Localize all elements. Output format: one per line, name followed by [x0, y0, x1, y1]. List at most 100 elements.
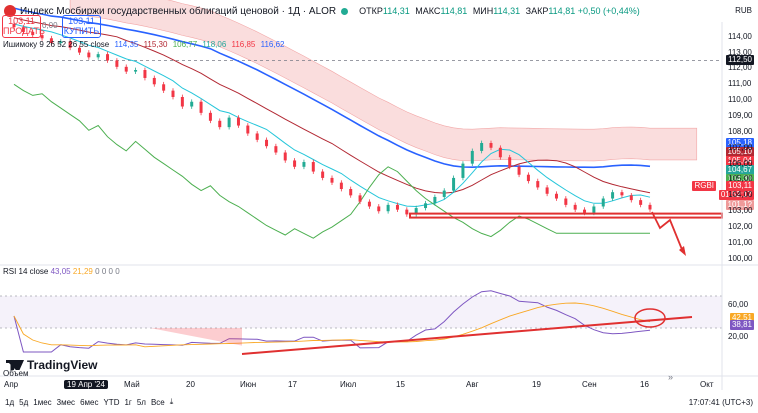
ohlc-close-label: ЗАКР [525, 6, 549, 16]
y-tick-label: 113,00 [728, 47, 752, 57]
ichimoku-value: 114,35 [114, 40, 139, 49]
ichimoku-value: 118,06 [202, 40, 227, 49]
price-tag: 105,18 [725, 138, 754, 148]
candle [265, 139, 269, 147]
y-tick-label: 103,00 [728, 206, 753, 216]
rsi-value: 0 [101, 267, 107, 276]
timeframe-1y[interactable]: 1г [124, 397, 132, 407]
candle [311, 162, 315, 172]
y-tick-label: 114,00 [728, 31, 752, 41]
rsi-legend[interactable]: RSI 14 close 43,05 21,29 0 0 0 0 [3, 267, 120, 276]
candle [442, 190, 446, 197]
timeframe-1m[interactable]: 1мес [33, 397, 52, 407]
price-tag: 105,10 [725, 147, 754, 157]
timeframe-1d[interactable]: 1д [5, 397, 15, 407]
candle [470, 150, 474, 164]
y-tick-label: 100,00 [728, 253, 753, 263]
candle [554, 193, 558, 199]
y-tick-label: 112,00 [728, 63, 752, 73]
price-tag: 112,50 [726, 55, 754, 66]
candle [68, 41, 72, 48]
market-status-icon [341, 7, 349, 15]
candle [517, 166, 521, 175]
price-tag: 104,67 [725, 165, 754, 175]
y-tick-label: 109,00 [728, 111, 753, 121]
timeframe-3m[interactable]: 3мес [56, 397, 76, 407]
currency-label[interactable]: RUB [735, 6, 752, 15]
y-tick-label: 106,00 [728, 158, 753, 168]
slow-ma-line [13, 7, 651, 169]
price-tag: 101,1? [725, 200, 754, 210]
rsi-band [0, 296, 722, 328]
candle [536, 181, 540, 188]
candle [395, 204, 399, 210]
candle [592, 206, 596, 213]
candle [611, 192, 615, 199]
buy-button[interactable]: 103,11 КУПИТЬ [62, 15, 101, 38]
ohlc-high-label: МАКС [415, 6, 441, 16]
x-tick-label: Июл [340, 380, 357, 389]
candle [49, 38, 53, 44]
candle [489, 143, 493, 148]
candle [21, 27, 25, 32]
timeframe-ytd[interactable]: YTD [103, 397, 120, 407]
y-tick-label: 107,00 [728, 142, 753, 152]
symbol-title[interactable]: Индекс Мосбиржи государственных облигаци… [20, 5, 337, 17]
candle [208, 112, 212, 121]
candle [405, 209, 409, 215]
tradingview-logo-text: TradingView [27, 358, 98, 372]
clock[interactable]: 17:07:41 (UTC+3) [688, 397, 753, 407]
x-tick-label: 19 [532, 380, 541, 389]
x-tick-label: 16 [640, 380, 649, 389]
price-tag: RGBI [692, 181, 716, 191]
candle [573, 204, 577, 210]
x-tick-label: 17 [288, 380, 297, 389]
ichimoku-legend[interactable]: Ишимоку 9 26 52 26 55 close 114,35 115,3… [3, 40, 287, 49]
tradingview-logo: TradingView [6, 358, 97, 372]
rsi-value: 0 [95, 267, 100, 276]
candle [227, 117, 231, 128]
rsi-circle [634, 308, 666, 328]
ichimoku-name: Ишимоку 9 26 52 26 55 close [3, 40, 110, 49]
y-tick-label: 101,00 [728, 237, 753, 247]
timeframe-5d[interactable]: 5д [19, 397, 29, 407]
y-tick-label: 102,00 [728, 222, 753, 232]
volume-label: Объем [3, 369, 29, 378]
scroll-right-icon[interactable]: » [668, 372, 674, 382]
candle [246, 125, 250, 134]
down-arrow-head [679, 246, 686, 256]
kijun-line [13, 17, 651, 194]
candle [629, 195, 633, 201]
candle [424, 203, 428, 209]
tradingview-logo-icon [6, 360, 24, 370]
candle [583, 209, 587, 213]
y-tick-label: 108,00 [728, 126, 753, 136]
candle [414, 208, 418, 215]
candle [433, 196, 437, 204]
timeframe-6m[interactable]: 6мес [80, 397, 99, 407]
candle [526, 174, 530, 182]
timeframe-all[interactable]: Все [150, 397, 165, 407]
sell-label: ПРОДАТЬ [3, 26, 45, 36]
chart-header: Индекс Мосбиржи государственных облигаци… [0, 0, 758, 22]
candle [358, 195, 362, 202]
candle [349, 189, 353, 196]
candle [452, 177, 456, 191]
candle [162, 84, 166, 91]
buy-label: КУПИТЬ [63, 26, 100, 36]
candle [639, 200, 643, 205]
price-tag: 105,04 [725, 156, 754, 166]
sell-button[interactable]: 103,11 ПРОДАТЬ [2, 15, 45, 38]
sell-price: 103,11 [8, 16, 35, 26]
timeframe-5y[interactable]: 5л [136, 397, 146, 407]
rsi-tick-label: 60,00 [728, 300, 749, 309]
ohlc-close-value: 114,81 +0,50 (+0,44%) [548, 6, 640, 16]
rsi-oversold-fill [150, 328, 242, 346]
date-range-icon[interactable]: ⤓ [169, 397, 174, 406]
rsi-value: 0 [115, 267, 120, 276]
ohlc-open-value: 114,31 [382, 6, 410, 16]
rsi-tag: 42,51 [729, 312, 754, 323]
candle [367, 201, 371, 207]
